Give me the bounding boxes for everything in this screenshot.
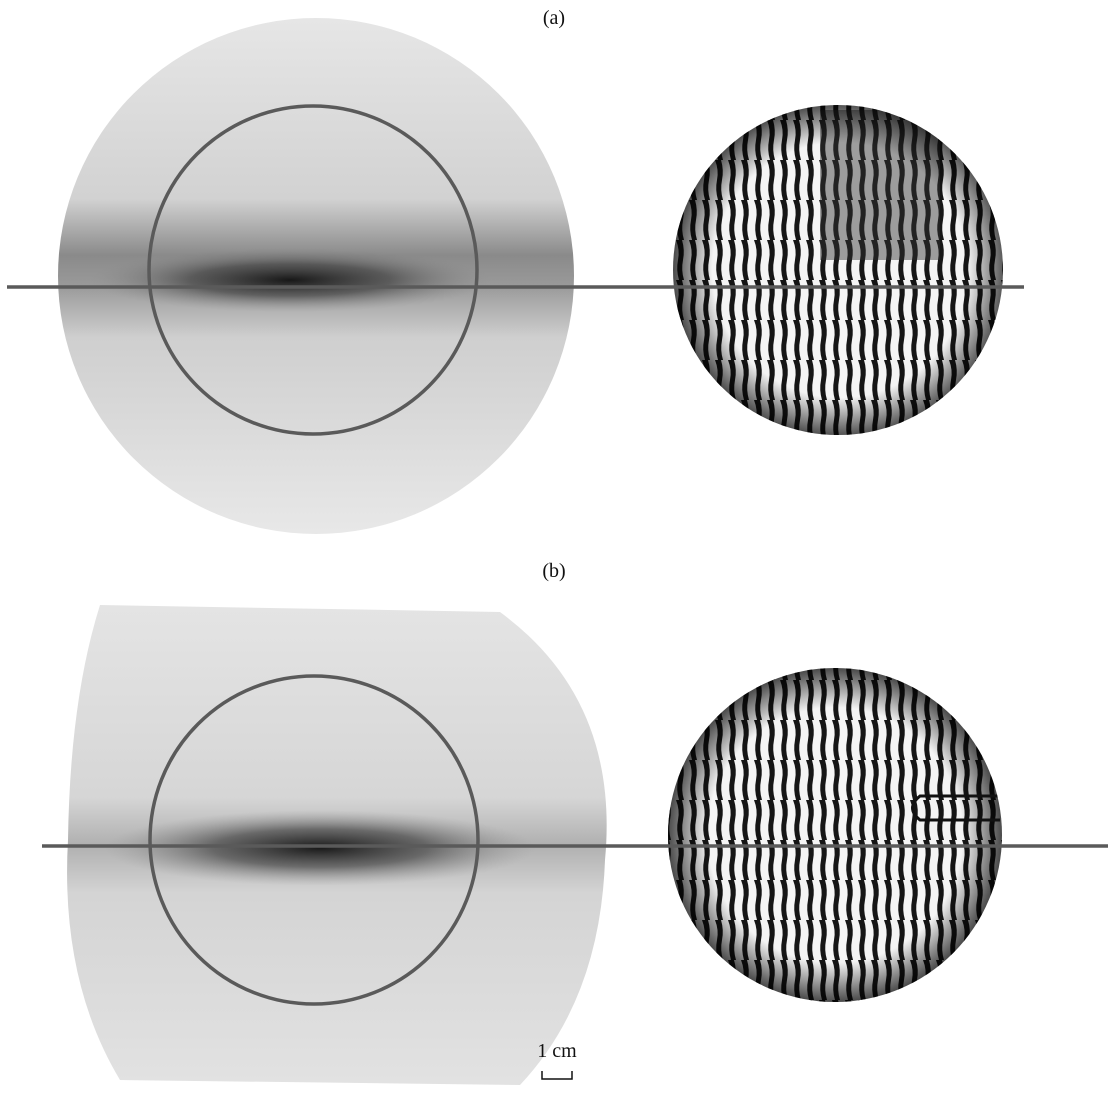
fringe-pattern	[670, 100, 1010, 440]
scale-bar-label: 1 cm	[537, 1040, 577, 1062]
panel-label: (b)	[542, 560, 565, 582]
scale-bar	[542, 1071, 572, 1079]
figure: (a) (b) 1 cm	[0, 0, 1108, 1097]
page: {"panels": [{"label": "(a)"}, {"label": …	[0, 0, 1108, 1097]
dark-band	[105, 810, 535, 886]
panel-label: (a)	[543, 7, 565, 29]
fringe-pattern	[665, 665, 1005, 1005]
